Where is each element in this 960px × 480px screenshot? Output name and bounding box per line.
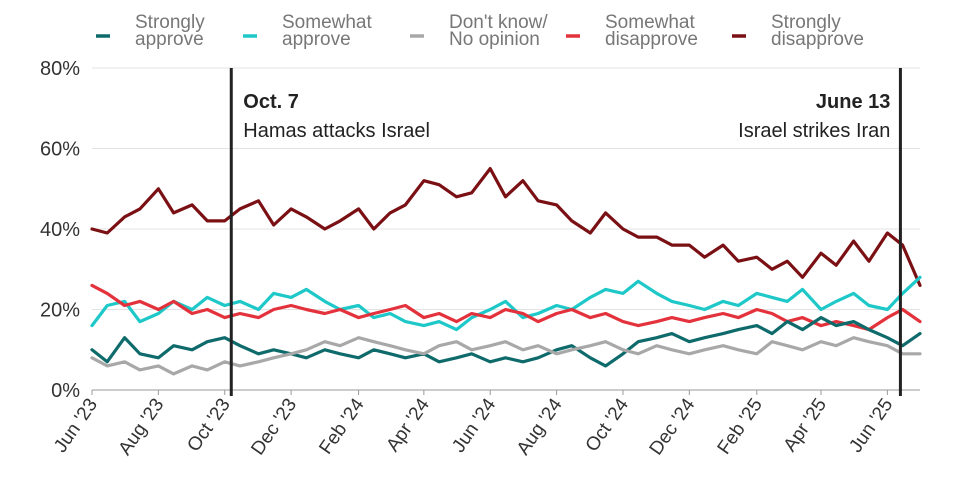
y-tick-label: 80% <box>40 58 80 80</box>
legend-label: Don't know/ <box>449 12 548 33</box>
legend-label: Somewhat <box>282 12 372 33</box>
x-tick-label: Dec '23 <box>247 395 301 459</box>
legend-label: Strongly <box>771 12 841 33</box>
legend-label: Somewhat <box>605 12 695 33</box>
y-tick-label: 0% <box>51 380 80 402</box>
x-tick-label: Oct '23 <box>183 395 234 456</box>
annotation-title: June 13 <box>816 91 890 113</box>
y-tick-label: 20% <box>40 300 80 322</box>
series-line <box>90 167 922 287</box>
x-tick-label: Feb '25 <box>714 395 767 458</box>
annotation-subtitle: Hamas attacks Israel <box>243 120 430 142</box>
legend-label: No opinion <box>449 29 540 50</box>
series-line <box>90 336 922 376</box>
series-line <box>90 275 922 332</box>
x-tick-label: Dec '24 <box>646 394 700 459</box>
x-tick-label: Jun '23 <box>50 395 102 457</box>
legend-label: approve <box>135 29 204 50</box>
legend-label: approve <box>282 29 351 50</box>
x-tick-label: Apr '24 <box>383 394 435 455</box>
x-tick-label: Jun '24 <box>448 394 500 456</box>
x-tick-label: Jun '25 <box>845 395 897 457</box>
annotation-subtitle: Israel strikes Iran <box>738 120 890 142</box>
x-tick-label: Oct '24 <box>582 394 634 455</box>
legend-label: disapprove <box>605 29 698 50</box>
y-tick-label: 40% <box>40 219 80 241</box>
annotation-title: Oct. 7 <box>243 91 299 113</box>
x-tick-label: Aug '24 <box>513 394 567 459</box>
x-tick-label: Aug '23 <box>115 395 169 459</box>
y-tick-label: 60% <box>40 139 80 161</box>
event-annotations: Oct. 7 Hamas attacks Israel June 13 Israel … <box>229 68 902 396</box>
x-tick-label: Apr '25 <box>780 395 831 456</box>
x-axis-ticks: Jun '23 Aug '23 Oct '23 Dec '23 Feb '24 Apr '… <box>50 390 897 459</box>
legend-label: Strongly <box>135 12 205 33</box>
legend-label: disapprove <box>771 29 864 50</box>
y-axis-ticks: 0% 20% 40% 60% 80% <box>40 58 80 402</box>
series-lines <box>90 167 922 376</box>
series-line <box>90 283 922 332</box>
x-tick-label: Feb '24 <box>315 394 368 458</box>
